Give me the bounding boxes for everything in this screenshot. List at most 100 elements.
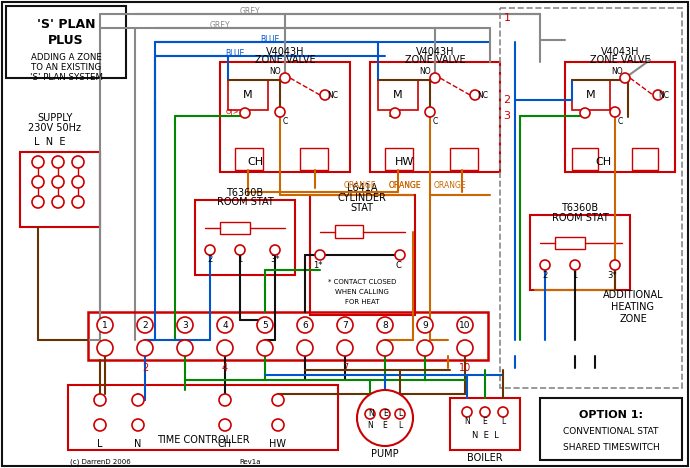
- Circle shape: [94, 394, 106, 406]
- Text: C: C: [433, 117, 437, 126]
- Circle shape: [52, 196, 64, 208]
- Text: ROOM STAT: ROOM STAT: [551, 213, 609, 223]
- Bar: [632, 148, 658, 170]
- Circle shape: [280, 73, 290, 83]
- Text: 2: 2: [142, 363, 148, 373]
- Circle shape: [357, 390, 413, 446]
- Text: L641A: L641A: [347, 183, 377, 193]
- Circle shape: [430, 73, 440, 83]
- Circle shape: [365, 409, 375, 419]
- Text: 9: 9: [422, 321, 428, 329]
- Circle shape: [219, 394, 231, 406]
- Text: 8: 8: [382, 321, 388, 329]
- Circle shape: [52, 156, 64, 168]
- Text: L  N  E: L N E: [34, 137, 66, 147]
- Text: HEATING: HEATING: [611, 302, 655, 312]
- Circle shape: [395, 250, 405, 260]
- Text: 7: 7: [342, 321, 348, 329]
- Text: 2: 2: [142, 321, 148, 329]
- Circle shape: [72, 156, 84, 168]
- Text: 3*: 3*: [607, 271, 617, 279]
- Bar: [450, 398, 520, 450]
- Text: FOR HEAT: FOR HEAT: [345, 299, 380, 305]
- Text: GREY: GREY: [210, 22, 230, 30]
- Text: 4: 4: [222, 321, 228, 329]
- Circle shape: [94, 419, 106, 431]
- Bar: [220, 222, 250, 234]
- Circle shape: [498, 407, 508, 417]
- Bar: [572, 148, 598, 170]
- Text: 7: 7: [342, 363, 348, 373]
- Text: 2: 2: [542, 271, 548, 279]
- Text: 2: 2: [208, 256, 213, 264]
- Text: ADDITIONAL: ADDITIONAL: [602, 290, 663, 300]
- Text: M: M: [586, 90, 595, 100]
- Text: HW: HW: [395, 157, 415, 167]
- Text: ZONE: ZONE: [619, 314, 647, 324]
- Circle shape: [610, 107, 620, 117]
- Text: STAT: STAT: [351, 203, 373, 213]
- Bar: [565, 62, 675, 172]
- Circle shape: [470, 90, 480, 100]
- Text: C: C: [618, 117, 622, 126]
- Text: N: N: [368, 409, 374, 417]
- Circle shape: [315, 250, 325, 260]
- Text: 10: 10: [459, 363, 471, 373]
- Bar: [20, 152, 100, 227]
- Circle shape: [417, 340, 433, 356]
- Bar: [555, 237, 585, 249]
- Text: PLUS: PLUS: [48, 34, 83, 46]
- Circle shape: [270, 245, 280, 255]
- Text: N: N: [135, 439, 141, 449]
- Bar: [195, 200, 295, 275]
- Text: NC: NC: [328, 90, 339, 100]
- Text: 1: 1: [102, 321, 108, 329]
- Text: HW: HW: [270, 439, 286, 449]
- Bar: [450, 148, 478, 170]
- Circle shape: [570, 260, 580, 270]
- Text: CH: CH: [247, 157, 263, 167]
- Text: NC: NC: [658, 90, 669, 100]
- Circle shape: [177, 317, 193, 333]
- Text: 6: 6: [302, 321, 308, 329]
- Bar: [310, 195, 415, 315]
- Circle shape: [457, 340, 473, 356]
- Circle shape: [52, 176, 64, 188]
- Bar: [235, 148, 263, 170]
- Circle shape: [72, 196, 84, 208]
- Text: OPTION 1:: OPTION 1:: [579, 410, 643, 420]
- Text: L: L: [501, 417, 505, 426]
- Circle shape: [480, 407, 490, 417]
- Text: V4043H: V4043H: [601, 47, 639, 57]
- Text: ZONE VALVE: ZONE VALVE: [255, 55, 315, 65]
- Circle shape: [377, 317, 393, 333]
- Text: 2: 2: [504, 95, 511, 105]
- Text: SHARED TIMESWITCH: SHARED TIMESWITCH: [562, 443, 660, 452]
- Circle shape: [320, 90, 330, 100]
- Circle shape: [205, 245, 215, 255]
- Bar: [335, 225, 363, 238]
- Circle shape: [272, 419, 284, 431]
- Text: 1*: 1*: [313, 261, 323, 270]
- Text: M: M: [393, 90, 403, 100]
- Text: T6360B: T6360B: [226, 188, 264, 198]
- Text: O|>: O|>: [225, 110, 239, 117]
- Text: M: M: [243, 90, 253, 100]
- Text: N: N: [464, 417, 470, 426]
- Circle shape: [32, 156, 44, 168]
- Text: 'S' PLAN SYSTEM: 'S' PLAN SYSTEM: [30, 73, 103, 82]
- Circle shape: [219, 419, 231, 431]
- Text: WHEN CALLING: WHEN CALLING: [335, 289, 389, 295]
- Circle shape: [132, 419, 144, 431]
- Text: 3: 3: [504, 111, 511, 121]
- Bar: [385, 148, 413, 170]
- Bar: [228, 80, 268, 110]
- Circle shape: [297, 340, 313, 356]
- Text: N: N: [367, 421, 373, 430]
- Circle shape: [275, 107, 285, 117]
- Bar: [300, 148, 328, 170]
- Bar: [378, 80, 418, 110]
- Circle shape: [457, 317, 473, 333]
- Text: ZONE VALVE: ZONE VALVE: [405, 55, 465, 65]
- Text: V4043H: V4043H: [266, 47, 304, 57]
